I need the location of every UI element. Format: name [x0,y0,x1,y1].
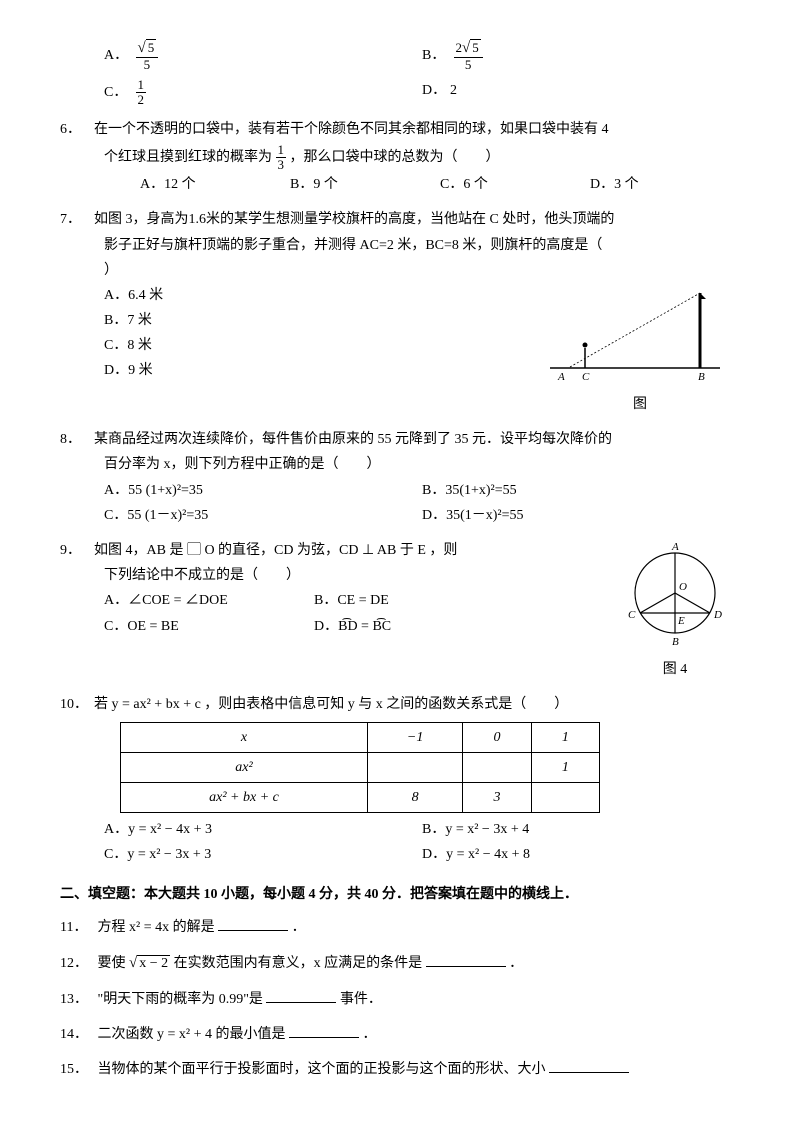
option-6D: D．3 个 [590,172,740,197]
svg-text:C: C [628,609,636,621]
question-11: 11． 方程 x² = 4x 的解是 ． [60,915,740,940]
question-8: 8．某商品经过两次连续降价，每件售价由原来的 55 元降到了 35 元．设平均每… [60,427,740,528]
svg-text:D: D [713,609,722,621]
section-2-title: 二、填空题：本大题共 10 小题，每小题 4 分，共 40 分．把答案填在题中的… [60,882,740,907]
blank-12[interactable] [426,952,506,967]
blank-13[interactable] [266,988,336,1003]
option-10D: D．y = x² − 4x + 8 [422,842,740,867]
option-9B: B．CE = DE [314,588,524,613]
option-9A: A．∠COE = ∠DOE [104,588,314,613]
option-6B: B．9 个 [290,172,440,197]
option-5D: D．2 [422,78,740,108]
svg-text:A: A [671,541,679,553]
blank-11[interactable] [218,916,288,931]
option-8D: D．35(1－x)²=55 [422,503,740,528]
svg-text:O: O [679,581,687,593]
option-8B: B．35(1+x)²=55 [422,478,740,503]
svg-text:C: C [582,371,590,383]
option-6A: A．12 个 [140,172,290,197]
option-6C: C．6 个 [440,172,590,197]
svg-text:E: E [677,615,685,627]
figure-4: A O C E D B 图 4 [610,538,740,682]
question-5-options: A． √55 B． 2√55 C． 12 D．2 [60,40,740,107]
blank-15[interactable] [549,1058,629,1073]
option-10B: B．y = x² − 3x + 4 [422,817,740,842]
svg-text:B: B [698,371,705,383]
option-8A: A．55 (1+x)²=35 [104,478,422,503]
option-5C: C． 12 [104,78,422,108]
question-9: A O C E D B 图 4 9．如图 4，AB 是 ▢ O 的直径，CD 为… [60,538,740,682]
option-5B: B． 2√55 [422,40,740,72]
question-7: 7．如图 3，身高为1.6米的某学生想测量学校旗杆的高度，当他站在 C 处时，他… [60,207,740,417]
svg-text:A: A [557,371,565,383]
svg-text:B: B [672,636,679,648]
question-10: 10．若 y = ax² + bx + c ，则由表格中信息可知 y 与 x 之… [60,692,740,867]
option-10C: C．y = x² − 3x + 3 [104,842,422,867]
question-15: 15． 当物体的某个面平行于投影面时，这个面的正投影与这个面的形状、大小 [60,1057,740,1082]
figure-3: A C B 图 [540,283,740,417]
option-9D: D．B͡D = B͡C [314,614,524,639]
question-14: 14． 二次函数 y = x² + 4 的最小值是 ． [60,1022,740,1047]
option-9C: C．OE = BE [104,614,314,639]
question-12: 12． 要使 √x − 2 在实数范围内有意义，x 应满足的条件是 ． [60,950,740,977]
question-13: 13． "明天下雨的概率为 0.99"是 事件． [60,987,740,1012]
question-6: 6．在一个不透明的口袋中，装有若干个除颜色不同其余都相同的球，如果口袋中装有 4… [60,117,740,197]
option-8C: C．55 (1－x)²=35 [104,503,422,528]
q10-table: x −1 0 1 ax² 1 ax² + bx + c 8 3 [120,722,600,814]
option-10A: A．y = x² − 4x + 3 [104,817,422,842]
option-5A: A． √55 [104,40,422,72]
blank-14[interactable] [289,1023,359,1038]
